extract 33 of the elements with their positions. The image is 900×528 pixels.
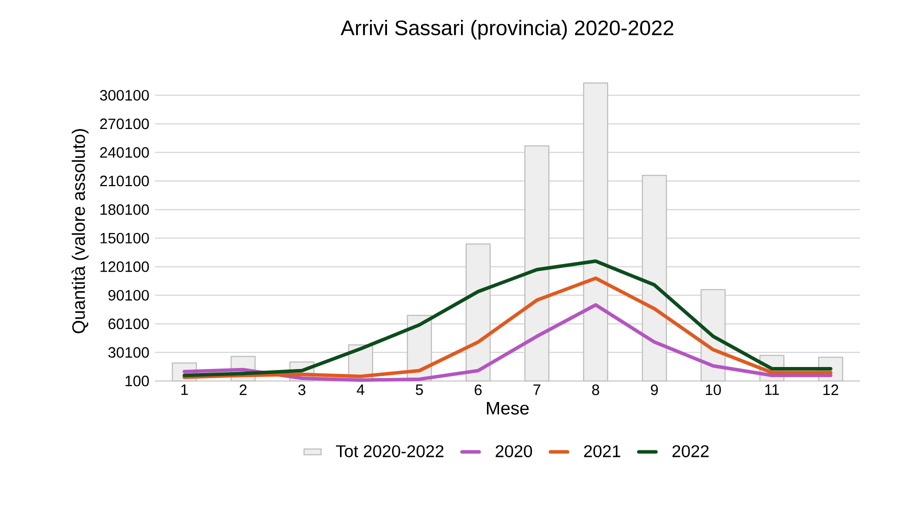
line-series [182, 303, 832, 382]
y-tick-label: 240100 [100, 147, 149, 158]
x-tick-label: 10 [706, 384, 721, 396]
x-tick-label: 8 [592, 384, 600, 396]
line-series [182, 276, 832, 380]
legend-label: 2020 [496, 445, 532, 458]
legend-label: Tot 2020-2022 [336, 445, 444, 458]
x-tick-label: 11 [765, 384, 779, 395]
x-tick-label: 5 [416, 384, 423, 395]
x-tick-label: 7 [533, 384, 540, 395]
chart-title: Arrivi Sassari (provincia) 2020-2022 [340, 20, 674, 40]
x-tick-label: 1 [181, 384, 188, 395]
x-tick-label: 4 [356, 384, 364, 395]
y-tick-label: 180100 [100, 204, 149, 215]
x-tick-label: 2 [240, 384, 247, 396]
y-tick-label: 270100 [100, 118, 149, 130]
y-tick-label: 90100 [108, 290, 149, 301]
y-tick-label: 300100 [100, 90, 149, 101]
line-series [182, 259, 832, 378]
y-tick-label: 210100 [100, 176, 149, 186]
y-axis-title: Quantità (valore assoluto) [72, 129, 89, 334]
legend-label: 2021 [584, 445, 620, 458]
x-axis-title: Mese [486, 402, 529, 415]
x-tick-label: 9 [650, 384, 658, 396]
y-tick-label: 120100 [100, 261, 149, 272]
x-tick-label: 3 [298, 384, 306, 396]
legend-label: 2022 [672, 445, 709, 458]
y-tick-label: 60100 [108, 318, 149, 330]
y-tick-label: 30100 [108, 347, 149, 358]
x-tick-label: 6 [474, 384, 482, 396]
x-tick-label: 12 [823, 384, 838, 396]
y-tick-label: 100 [126, 376, 149, 386]
y-tick-label: 150100 [100, 232, 149, 244]
